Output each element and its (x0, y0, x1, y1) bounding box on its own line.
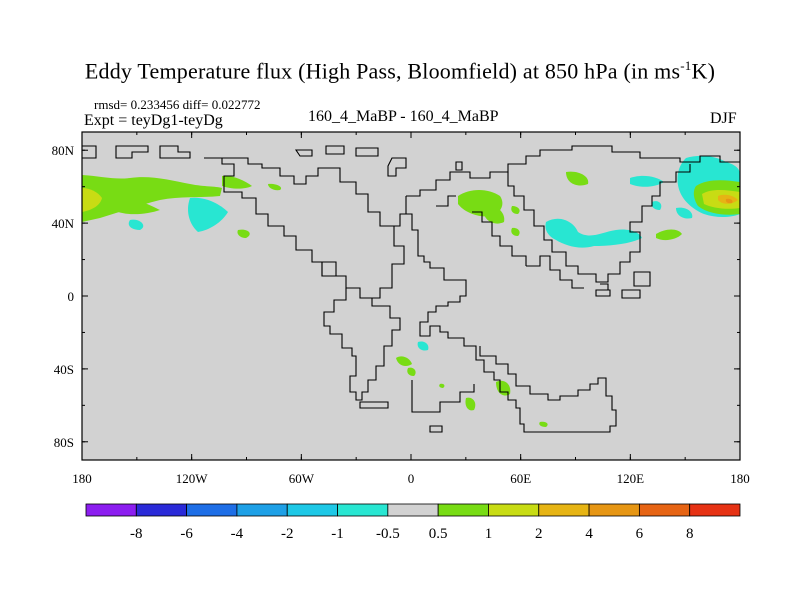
coastline (633, 271, 651, 287)
coastline (294, 145, 379, 157)
anomaly-region (82, 188, 102, 212)
stats-label: rmsd= 0.233456 diff= 0.022772 (94, 97, 261, 112)
anomaly-region (439, 383, 445, 388)
coastline (436, 195, 456, 207)
x-tick-label: 120E (617, 471, 645, 486)
anomaly-regions (82, 155, 740, 427)
colorbar-label: 6 (636, 526, 644, 542)
anomaly-region (118, 199, 160, 215)
longitude-axis: 180 120W 60W 0 60E 120E 180 (72, 132, 750, 486)
experiment-label: Expt = teyDg1-teyDg (84, 112, 223, 129)
x-tick-label: 180 (730, 471, 750, 486)
colorbar-label: -6 (180, 526, 193, 542)
anomaly-region (566, 171, 589, 186)
coastline (321, 261, 337, 277)
coastline (159, 145, 191, 159)
title-superscript: -1 (680, 58, 692, 73)
colorbar-swatch (588, 503, 640, 517)
x-tick-label: 0 (408, 471, 415, 486)
coastline (472, 211, 527, 266)
colorbar-label: 2 (535, 526, 543, 542)
colorbar-label: -1 (331, 526, 344, 542)
anomaly-region (539, 421, 548, 427)
colorbar-label: -8 (130, 526, 143, 542)
coastline (115, 145, 149, 159)
colorbar-swatch (337, 503, 389, 517)
colorbar: -8 -6 -4 -2 -1 -0.5 0.5 1 2 4 6 8 (85, 503, 741, 542)
colorbar-swatch (85, 503, 137, 517)
x-tick-label: 120W (176, 471, 209, 486)
coastline (323, 288, 401, 401)
colorbar-label: -0.5 (376, 526, 400, 542)
y-tick-label: 80S (54, 435, 74, 450)
anomaly-region (396, 356, 412, 366)
coastline (411, 380, 475, 413)
y-tick-label: 0 (68, 289, 75, 304)
y-tick-label: 40N (52, 216, 75, 231)
x-tick-label: 60E (510, 471, 531, 486)
anomaly-region (511, 227, 520, 236)
latitude-axis: 80N 40N 0 40S 80S (52, 143, 740, 450)
coastline (204, 157, 405, 299)
anomaly-region (651, 201, 662, 210)
x-tick-label: 180 (72, 471, 92, 486)
anomaly-region (630, 175, 664, 187)
colorbar-swatch (638, 503, 691, 517)
colorbar-swatch (437, 503, 489, 517)
colorbar-swatch (488, 503, 540, 517)
colorbar-label: -2 (281, 526, 294, 542)
coastline (359, 401, 389, 409)
anomaly-region (465, 397, 476, 411)
coastline (455, 161, 463, 171)
coastline (600, 283, 609, 290)
y-tick-label: 80N (52, 143, 75, 158)
y-tick-label: 40S (54, 362, 74, 377)
colorbar-swatch (286, 503, 338, 517)
coastline (394, 213, 406, 227)
anomaly-region (237, 229, 250, 238)
colorbar-label: 8 (686, 526, 694, 542)
anomaly-region (417, 341, 429, 351)
coastline (526, 255, 584, 289)
anomaly-region (545, 218, 642, 248)
colorbar-swatch (186, 503, 238, 517)
anomaly-region (407, 367, 416, 376)
anomaly-region (676, 207, 693, 219)
coastline (429, 425, 443, 433)
anomaly-region (187, 197, 228, 232)
coastline (387, 157, 407, 177)
chart-title: Eddy Temperature flux (High Pass, Bloomf… (0, 58, 800, 84)
colorbar-label: 0.5 (429, 526, 448, 542)
anomaly-region (128, 219, 144, 230)
colorbar-label: 4 (585, 526, 593, 542)
coastline (82, 145, 97, 159)
title-end: K) (691, 58, 716, 84)
colorbar-swatch (538, 503, 590, 517)
colorbar-label: 1 (485, 526, 493, 542)
anomaly-region (725, 198, 733, 204)
center-label: 160_4_MaBP - 160_4_MaBP (308, 108, 499, 125)
x-tick-label: 60W (289, 471, 315, 486)
colorbar-swatch (689, 503, 741, 517)
anomaly-region (511, 206, 520, 214)
coastline (595, 289, 641, 299)
coastline (406, 145, 740, 197)
colorbar-swatch (135, 503, 188, 517)
anomaly-region (222, 175, 252, 189)
coastline (405, 196, 617, 433)
title-main: Eddy Temperature flux (High Pass, Bloomf… (84, 58, 681, 84)
season-label: DJF (710, 110, 737, 127)
anomaly-region (484, 205, 505, 224)
anomaly-region (656, 229, 682, 241)
anomaly-region (82, 175, 222, 222)
anomaly-region (268, 183, 282, 191)
colorbar-label: -4 (231, 526, 244, 542)
coastlines (82, 145, 740, 433)
coastline (507, 164, 691, 283)
colorbar-swatch (236, 503, 288, 517)
colorbar-swatch (387, 503, 439, 517)
